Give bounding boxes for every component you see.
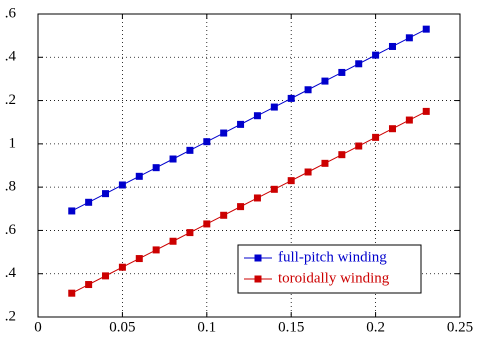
y-tick-label: .6 bbox=[5, 5, 17, 21]
marker bbox=[405, 34, 413, 42]
marker bbox=[304, 86, 312, 94]
marker bbox=[270, 103, 278, 111]
y-tick-label: 1 bbox=[9, 135, 17, 151]
legend-box bbox=[237, 244, 422, 294]
y-tick-label: .8 bbox=[5, 179, 16, 195]
marker bbox=[68, 207, 76, 215]
series-line bbox=[71, 110, 427, 294]
y-tick-label: .4 bbox=[5, 265, 17, 281]
legend-label: full-pitch winding bbox=[278, 249, 387, 265]
x-tick-label: 0 bbox=[34, 319, 42, 335]
marker bbox=[338, 151, 346, 159]
marker bbox=[102, 190, 110, 198]
marker bbox=[186, 229, 194, 237]
y-tick-label: .6 bbox=[5, 222, 17, 238]
marker bbox=[287, 177, 295, 185]
legend-marker bbox=[254, 275, 262, 283]
marker bbox=[135, 255, 143, 263]
marker bbox=[388, 42, 396, 50]
marker bbox=[152, 164, 160, 172]
marker bbox=[85, 198, 93, 206]
marker bbox=[203, 138, 211, 146]
marker bbox=[422, 25, 430, 33]
marker bbox=[118, 181, 126, 189]
legend-label: toroidally winding bbox=[278, 270, 390, 286]
marker bbox=[355, 142, 363, 150]
marker bbox=[321, 159, 329, 167]
y-tick-label: .2 bbox=[5, 308, 16, 324]
marker bbox=[237, 203, 245, 211]
x-tick-label: 0.1 bbox=[197, 319, 216, 335]
marker bbox=[388, 125, 396, 133]
marker bbox=[203, 220, 211, 228]
marker bbox=[355, 60, 363, 68]
marker bbox=[169, 237, 177, 245]
marker bbox=[118, 263, 126, 271]
marker bbox=[304, 168, 312, 176]
marker bbox=[338, 68, 346, 76]
marker bbox=[372, 133, 380, 141]
marker bbox=[270, 185, 278, 193]
y-tick-label: .2 bbox=[5, 92, 16, 108]
marker bbox=[135, 172, 143, 180]
marker bbox=[68, 289, 76, 297]
marker bbox=[422, 107, 430, 115]
x-tick-label: 0.05 bbox=[109, 319, 135, 335]
x-tick-label: 0.15 bbox=[278, 319, 304, 335]
marker bbox=[237, 120, 245, 128]
marker bbox=[253, 194, 261, 202]
marker bbox=[287, 94, 295, 102]
marker bbox=[152, 246, 160, 254]
x-tick-label: 0.25 bbox=[447, 319, 473, 335]
x-tick-label: 0.2 bbox=[366, 319, 385, 335]
marker bbox=[220, 211, 228, 219]
marker bbox=[253, 112, 261, 120]
marker bbox=[321, 77, 329, 85]
plot-frame bbox=[37, 13, 461, 318]
marker bbox=[372, 51, 380, 59]
marker bbox=[186, 146, 194, 154]
marker bbox=[102, 272, 110, 280]
marker bbox=[405, 116, 413, 124]
marker bbox=[169, 155, 177, 163]
marker bbox=[85, 281, 93, 289]
series-line bbox=[71, 28, 427, 212]
marker bbox=[220, 129, 228, 137]
y-tick-label: .4 bbox=[5, 49, 17, 65]
legend-marker bbox=[254, 254, 262, 262]
